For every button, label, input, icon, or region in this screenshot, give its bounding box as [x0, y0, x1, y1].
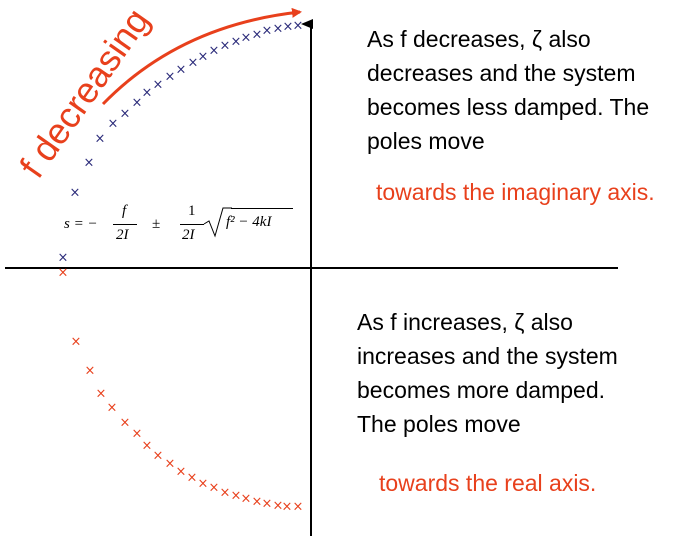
lower-pole-marker: × [293, 500, 304, 515]
upper-note-emphasis: towards the imaginary axis. [376, 179, 655, 205]
lower-pole-marker: × [209, 481, 220, 496]
lower-pole-marker: × [120, 416, 131, 431]
upper-pole-marker: × [188, 56, 199, 71]
upper-pole-marker: × [120, 107, 131, 122]
lower-pole-marker: × [262, 497, 273, 512]
upper-note-line: poles move [367, 128, 485, 154]
lower-pole-markers: ××××××××××× × × × × × × × × ×× × [58, 266, 304, 515]
lower-pole-marker: × [142, 439, 153, 454]
lower-note-line: becomes more damped. [357, 377, 606, 403]
lower-note-line: increases and the system [357, 343, 618, 369]
sqrt-sign-icon [203, 207, 232, 238]
lower-note-emphasis: towards the real axis. [379, 470, 597, 496]
upper-pole-marker: × [198, 50, 209, 65]
lower-note-line: As f increases, ζ also [357, 309, 573, 335]
lower-pole-marker: × [71, 335, 82, 350]
upper-pole-marker: × [70, 186, 81, 201]
formula-num2: 1 [188, 203, 196, 219]
lower-pole-marker: × [96, 387, 107, 402]
formula-bar1 [113, 224, 137, 225]
upper-pole-marker: × [262, 24, 273, 39]
lower-pole-marker: × [252, 495, 263, 510]
lower-note-line: The poles move [357, 411, 521, 437]
upper-note-line: becomes less damped. The [367, 94, 650, 120]
formula-den2: 2I [182, 227, 195, 243]
lower-note: As f increases, ζ also increases and the… [357, 305, 618, 441]
upper-pole-marker: × [209, 44, 220, 59]
sqrt-overline [231, 208, 293, 209]
lower-pole-marker: × [241, 492, 252, 507]
upper-note: As f decreases, ζ also decreases and the… [367, 22, 649, 158]
upper-pole-marker: × [293, 19, 304, 34]
upper-pole-markers: ×××××××××× × × × × × × × × × × × × [58, 19, 304, 266]
formula-bar2 [180, 224, 204, 225]
formula-radicand: f² − 4kI [226, 214, 272, 230]
lower-pole-marker: × [85, 364, 96, 379]
upper-pole-marker: × [58, 251, 69, 266]
upper-pole-marker: × [241, 31, 252, 46]
lower-pole-marker: × [132, 427, 143, 442]
upper-note-line: As f decreases, ζ also [367, 26, 591, 52]
upper-note-line: decreases and the system [367, 60, 636, 86]
upper-pole-marker: × [283, 20, 294, 35]
lower-pole-marker: × [58, 266, 69, 281]
upper-pole-marker: × [95, 132, 106, 147]
lower-pole-marker: × [198, 477, 209, 492]
upper-pole-marker: × [84, 156, 95, 171]
upper-pole-marker: × [220, 39, 231, 54]
upper-pole-marker: × [231, 35, 242, 50]
upper-pole-marker: × [252, 28, 263, 43]
formula-den1: 2I [116, 227, 129, 243]
formula-pm: ± [152, 216, 161, 232]
lower-pole-marker: × [107, 401, 118, 416]
decreasing-arrow [101, 7, 302, 106]
upper-pole-marker: × [132, 96, 143, 111]
lower-pole-marker: × [176, 465, 187, 480]
lower-pole-marker: × [187, 471, 198, 486]
upper-pole-marker: × [153, 78, 164, 93]
upper-pole-marker: × [142, 86, 153, 101]
upper-pole-marker: × [108, 117, 119, 132]
upper-pole-marker: × [165, 70, 176, 85]
upper-pole-marker: × [273, 22, 284, 37]
lower-pole-marker: × [220, 486, 231, 501]
lower-pole-marker: × [153, 449, 164, 464]
upper-pole-marker: × [176, 63, 187, 78]
formula-num1: f [122, 203, 127, 219]
lower-pole-marker: × [165, 457, 176, 472]
lower-pole-marker: × [282, 500, 293, 515]
formula-lhs: s = − [64, 216, 98, 232]
lower-pole-marker: × [273, 499, 284, 514]
lower-pole-marker: × [231, 489, 242, 504]
